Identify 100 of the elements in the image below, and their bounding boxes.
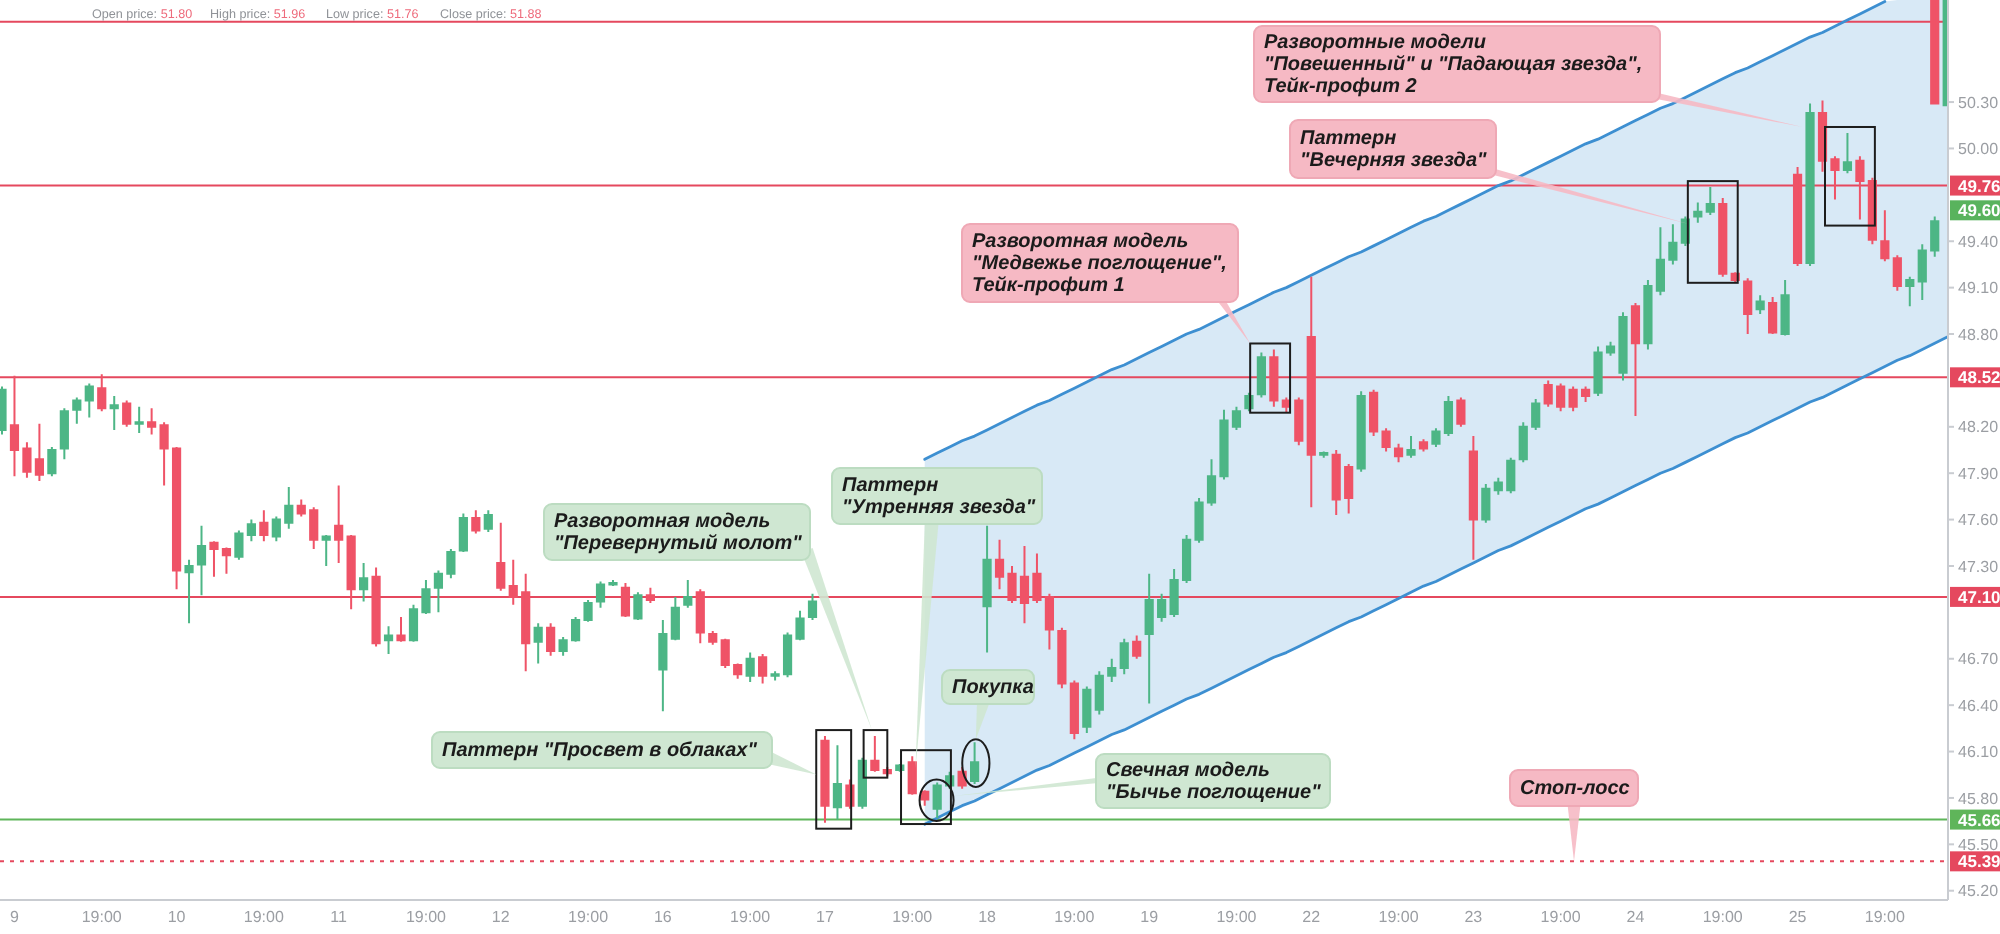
y-tick-label: 46.40: [1958, 696, 2000, 715]
candlestick: [807, 592, 818, 622]
y-tick-label: 48.20: [1958, 418, 2000, 437]
y-tick-label: 47.90: [1958, 464, 2000, 483]
y-tick-label: 49.40: [1958, 232, 2000, 251]
candlestick: [122, 399, 132, 428]
candlestick: [1119, 637, 1129, 676]
annotation: Паттерн "Утренняя звезда": [842, 475, 1036, 519]
candlestick: [907, 755, 917, 796]
candlestick: [321, 534, 331, 567]
candlestick: [1356, 390, 1366, 473]
candlestick: [820, 735, 830, 824]
candlestick: [84, 382, 94, 419]
x-tick-label: 19:00: [1864, 908, 1906, 926]
y-tick-label: 46.10: [1958, 743, 2000, 762]
x-tick-label: 11: [330, 908, 349, 926]
y-tick-label: 45.80: [1958, 789, 2000, 808]
candlestick: [47, 445, 57, 478]
x-tick-label: 19: [1140, 908, 1160, 926]
y-tick-label: 47.30: [1958, 557, 2000, 576]
candlestick: [1693, 201, 1703, 224]
candlestick: [745, 651, 755, 683]
x-tick-label: 19:00: [1702, 908, 1744, 926]
candlestick: [334, 484, 344, 564]
candlestick: [1805, 102, 1815, 267]
y-tick-label: 49.10: [1958, 279, 2000, 298]
candlestick: [658, 619, 668, 713]
x-tick-label: 18: [978, 908, 998, 926]
candlestick: [1705, 186, 1715, 216]
y-tick-label: 47.60: [1958, 511, 2000, 530]
candlestick: [1905, 275, 1915, 308]
x-tick-label: 19:00: [1054, 908, 1096, 926]
candlestick: [1057, 626, 1067, 690]
candlestick: [970, 741, 980, 786]
candlestick: [1481, 483, 1491, 524]
candlestick: [1755, 294, 1765, 315]
candlestick: [1069, 679, 1079, 741]
ref-line-label: 48.52: [1958, 367, 2000, 388]
annotation: Покупка: [952, 677, 1035, 699]
candlestick: [546, 622, 556, 657]
x-tick-label: 19:00: [568, 908, 610, 926]
annotation: Разворотные модели "Повешенный" и "Падающая звезда", Тейк-профит 2: [1264, 32, 1643, 98]
candlestick: [1842, 131, 1853, 175]
x-tick-label: 25: [1788, 908, 1808, 926]
ref-line-label: 45.39: [1958, 851, 2000, 872]
y-tick-label: 50.00: [1958, 140, 2000, 159]
candlestick: [458, 512, 468, 554]
candlestick: [1468, 435, 1478, 561]
candlestick: [1319, 450, 1329, 459]
candlestick: [109, 394, 119, 431]
annotation: Разворотная модель "Медвежье поглощение", Тейк-профит 1: [972, 231, 1227, 297]
annotation: Стоп-лосс: [1520, 778, 1631, 800]
candlestick: [1418, 438, 1429, 453]
annotation: Паттерн "Просвет в облаках": [442, 740, 758, 762]
candlestick: [359, 561, 369, 603]
x-tick-label: 16: [653, 908, 673, 926]
candlestick: [396, 616, 406, 643]
candlestick: [147, 407, 157, 436]
candlestick: [758, 653, 768, 685]
candlestick: [1406, 435, 1416, 459]
x-tick-label: 22: [1302, 908, 1322, 926]
y-tick-label: 48.80: [1958, 325, 2000, 344]
candlestick: [1768, 295, 1778, 336]
candlestick: [1780, 278, 1790, 337]
y-tick-label: 45.50: [1958, 835, 2000, 854]
x-tick-label: 19:00: [892, 908, 934, 926]
candlestick: [708, 629, 718, 646]
x-tick-label: 19:00: [405, 908, 448, 926]
candlestick: [870, 735, 880, 773]
candlestick: [196, 524, 207, 597]
x-tick-label: 12: [491, 908, 511, 926]
x-tick-label: 19:00: [1540, 908, 1582, 926]
x-tick-label: 19:00: [730, 908, 772, 926]
candlestick: [683, 578, 693, 609]
x-tick-label: 10: [167, 908, 187, 926]
annotation: Паттерн "Вечерняя звезда": [1300, 128, 1488, 172]
candlestick: [1082, 685, 1092, 734]
candlestick: [1132, 634, 1142, 660]
x-tick-label: 23: [1464, 908, 1484, 926]
candlestick: [1892, 254, 1902, 292]
candlestick: [184, 558, 194, 625]
candlestick: [1456, 396, 1466, 428]
candlestick: [832, 744, 843, 821]
x-tick-label: 19:00: [243, 908, 285, 926]
candlestick: [134, 405, 144, 434]
candlestick: [383, 625, 394, 656]
ref-line-label: 49.76: [1958, 175, 2000, 196]
annotation: Разворотная модель "Перевернутый молот": [554, 511, 803, 555]
y-tick-label: 46.70: [1958, 650, 2000, 669]
candlestick: [259, 509, 269, 543]
text: 49.60: [1958, 200, 2000, 221]
line-series: [923, 0, 1887, 461]
candlestick: [1256, 351, 1266, 399]
ref-line-label: 45.66: [1958, 809, 2000, 830]
x-tick-label: 19:00: [1378, 908, 1420, 926]
x-tick-label: 17: [816, 908, 835, 926]
ref-line-label: 47.10: [1958, 586, 2000, 607]
candlestick: [633, 591, 643, 622]
candlestick: [982, 524, 992, 654]
candlestick: [670, 595, 680, 642]
